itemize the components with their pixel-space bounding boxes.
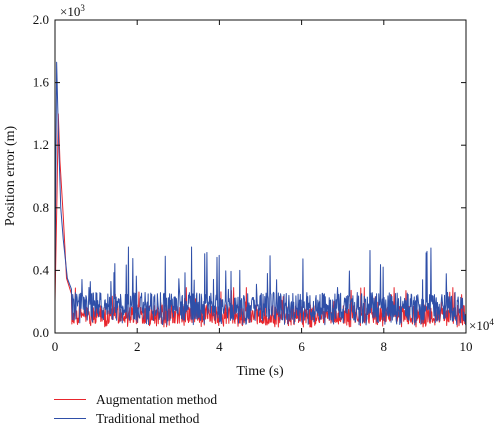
y-multiplier: ×103 bbox=[60, 3, 85, 19]
legend-swatch-traditional bbox=[54, 418, 86, 419]
plot-frame bbox=[54, 19, 467, 334]
legend-label-augmentation: Augmentation method bbox=[96, 391, 218, 407]
y-tick-label: 0.4 bbox=[33, 262, 50, 277]
x-tick-label: 2 bbox=[134, 339, 141, 354]
x-axis-label: Time (s) bbox=[236, 364, 284, 379]
y-tick-label: 0.0 bbox=[33, 325, 49, 340]
x-tick-label: 8 bbox=[381, 339, 388, 354]
y-tick-label: 1.2 bbox=[33, 137, 49, 152]
y-tick-label: 0.8 bbox=[33, 200, 49, 215]
x-tick-label: 0 bbox=[52, 339, 59, 354]
x-multiplier: ×104 bbox=[469, 317, 494, 333]
axis-ticks: 0 2 4 6 8 10 0.0 0.4 0.8 1.2 1.6 2.0 bbox=[33, 12, 473, 354]
legend-item-augmentation: Augmentation method bbox=[54, 390, 217, 409]
legend-label-traditional: Traditional method bbox=[96, 410, 200, 426]
x-tick-label: 4 bbox=[216, 339, 223, 354]
series-line-traditional bbox=[54, 61, 467, 326]
x-tick-label: 6 bbox=[298, 339, 305, 354]
legend: Augmentation method Traditional method bbox=[54, 390, 217, 428]
y-tick-label: 1.6 bbox=[33, 75, 50, 90]
plot-lines bbox=[54, 61, 467, 328]
y-axis-label: Position error (m) bbox=[3, 126, 18, 227]
y-tick-label: 2.0 bbox=[33, 12, 49, 27]
legend-swatch-augmentation bbox=[54, 399, 86, 400]
x-tick-label: 10 bbox=[460, 339, 473, 354]
legend-item-traditional: Traditional method bbox=[54, 409, 217, 428]
